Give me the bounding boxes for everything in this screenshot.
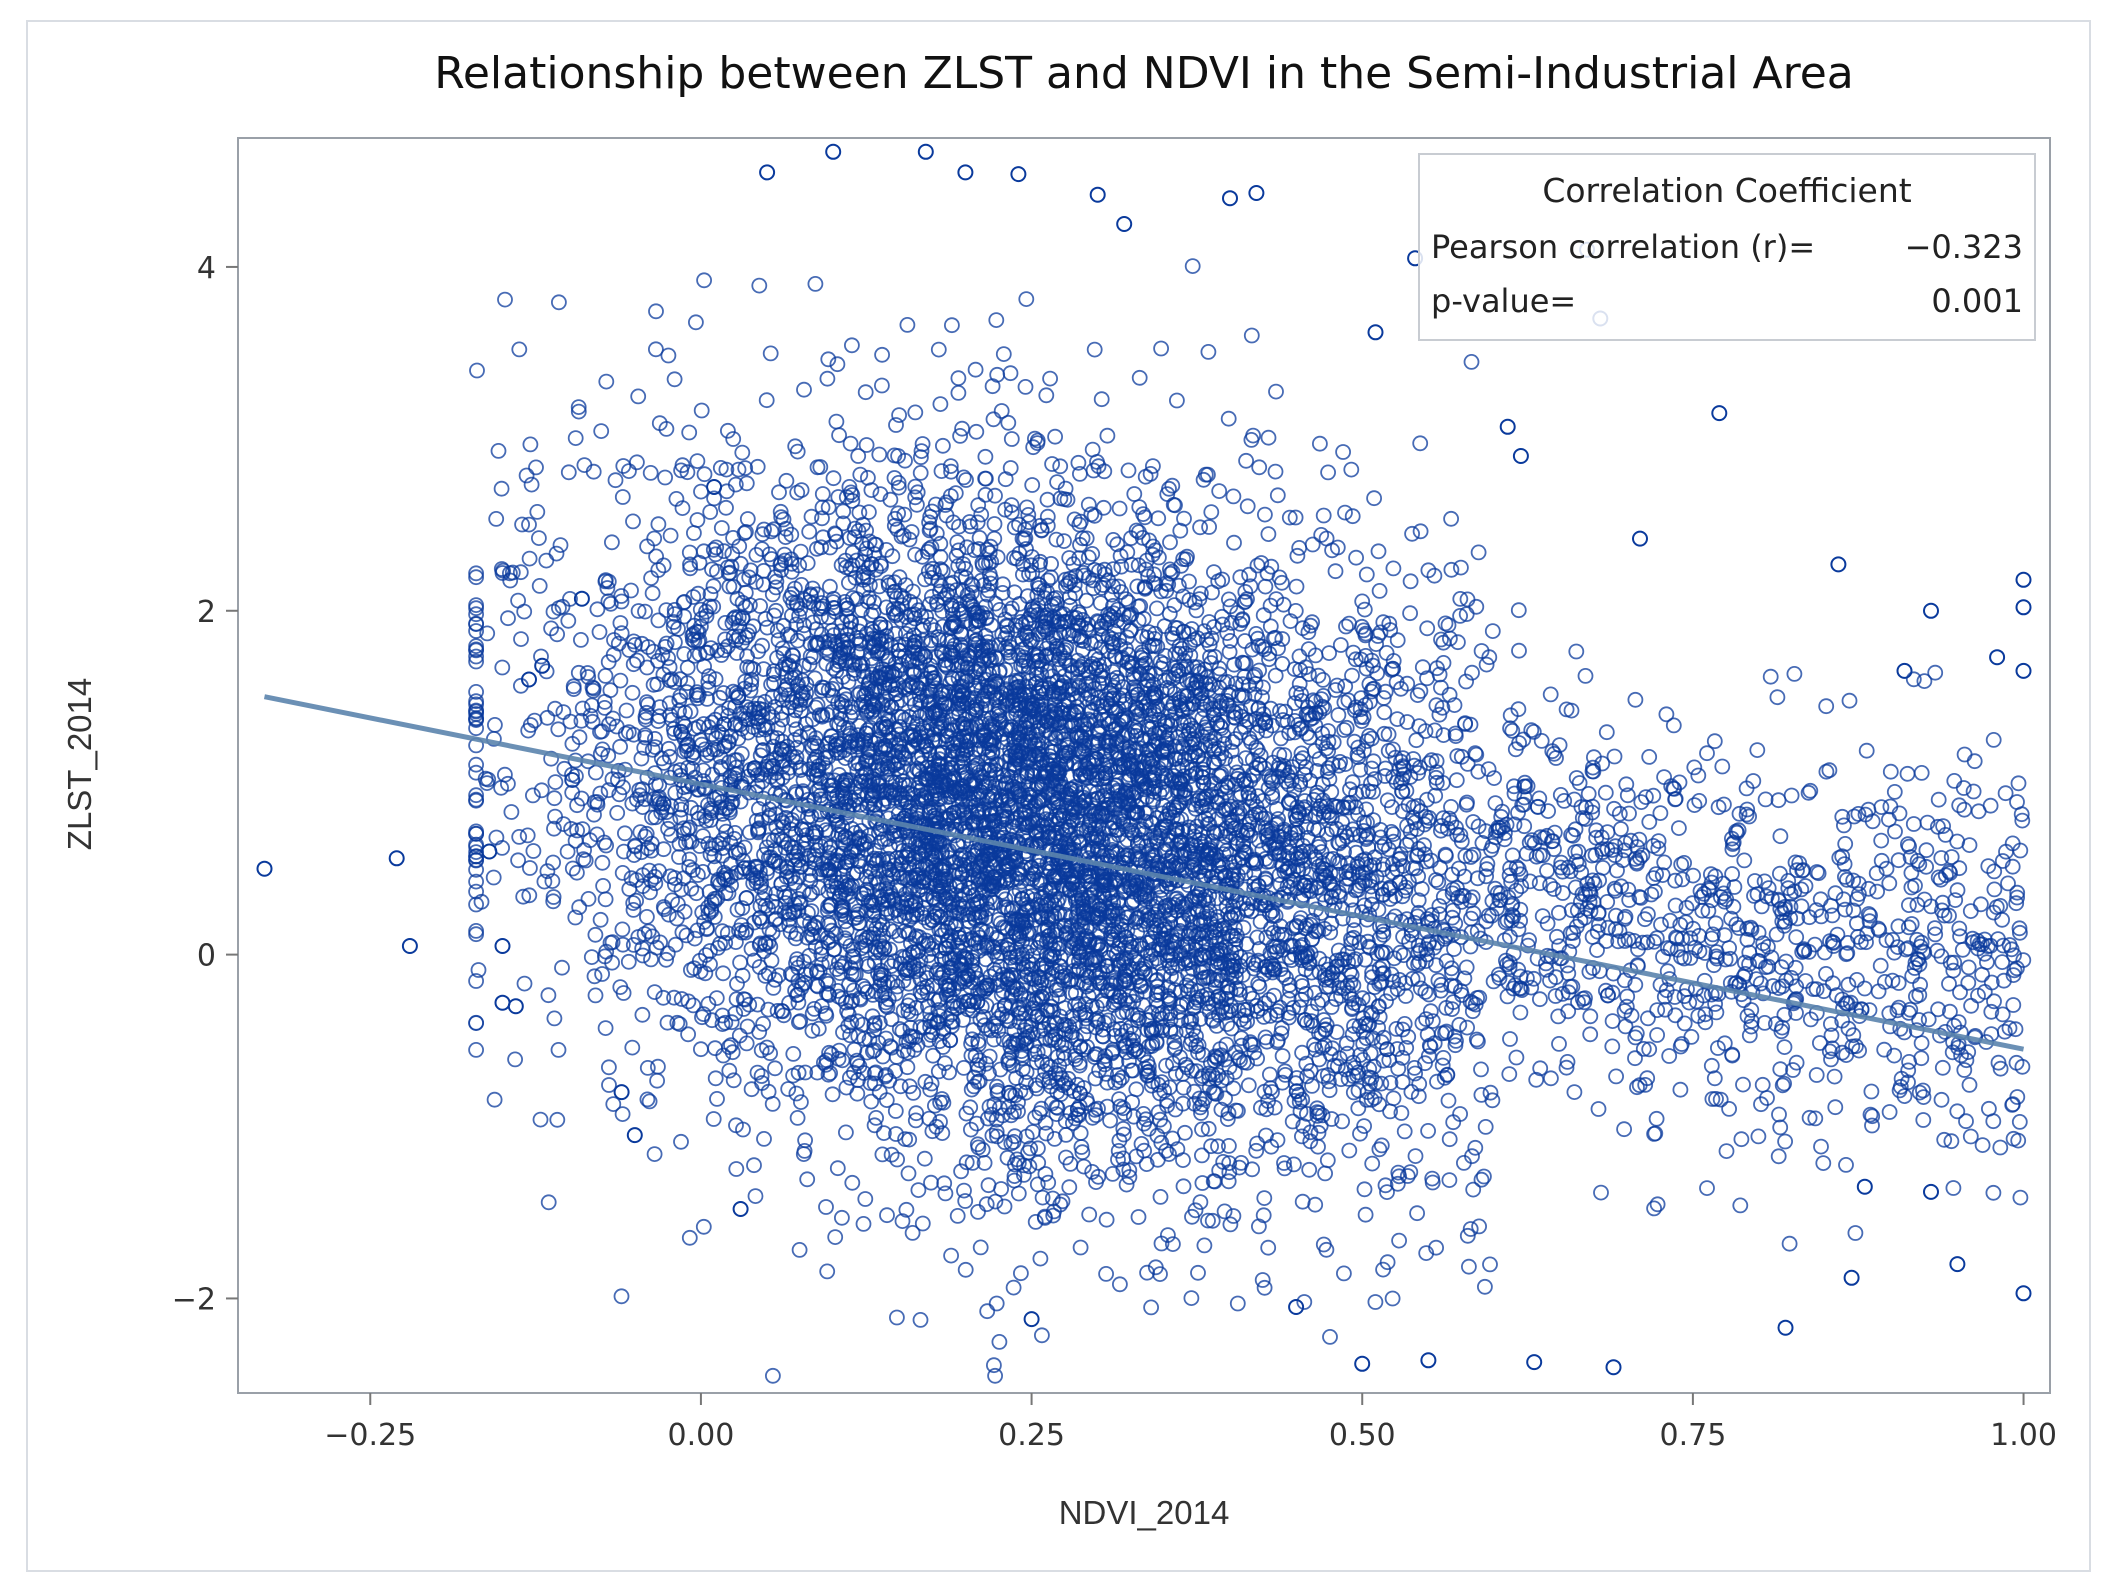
data-point <box>617 825 633 842</box>
data-point <box>1453 559 1469 576</box>
data-point <box>1427 787 1444 804</box>
data-point <box>1323 1111 1340 1127</box>
data-point <box>468 1042 485 1058</box>
data-point <box>922 1081 939 1098</box>
data-point <box>1476 1168 1492 1185</box>
data-point <box>1649 1196 1666 1213</box>
data-point <box>1479 856 1496 872</box>
data-point <box>850 448 867 464</box>
chart-title: Relationship between ZLST and NDVI in th… <box>434 48 1854 99</box>
data-point <box>1749 742 1766 758</box>
data-point <box>564 860 581 877</box>
data-point <box>1232 569 1249 586</box>
data-point <box>1145 458 1161 475</box>
data-point <box>923 1075 940 1092</box>
data-point <box>825 470 842 487</box>
data-point <box>705 578 722 595</box>
data-point <box>835 503 852 520</box>
data-point <box>1344 508 1361 525</box>
data-point <box>1952 984 1968 1001</box>
data-point <box>1837 901 1853 918</box>
data-point <box>1221 591 1237 608</box>
data-point <box>2012 924 2028 941</box>
data-point <box>1284 1113 1301 1130</box>
data-point <box>1465 814 1482 830</box>
data-point <box>1532 991 1548 1008</box>
data-point <box>793 577 810 593</box>
data-point <box>1084 1109 1101 1126</box>
data-point <box>814 499 831 516</box>
data-point <box>1706 733 1723 750</box>
data-point <box>544 873 561 889</box>
data-point <box>1457 848 1474 864</box>
data-point <box>1362 1076 1378 1092</box>
data-point <box>1801 1109 1818 1126</box>
data-point <box>1647 883 1663 900</box>
data-point <box>904 1225 921 1241</box>
data-point <box>1465 846 1482 863</box>
data-point <box>1511 642 1527 659</box>
data-point <box>533 782 550 799</box>
data-point <box>1721 1101 1737 1117</box>
data-points <box>256 143 2032 1384</box>
data-point <box>1421 755 1437 772</box>
data-point <box>1652 805 1669 821</box>
data-point <box>1182 636 1198 653</box>
data-point <box>1920 1011 1937 1028</box>
data-point <box>1949 882 1966 899</box>
data-point <box>1436 1069 1453 1086</box>
data-point <box>2009 884 2026 901</box>
data-point <box>858 437 875 453</box>
data-point <box>1643 886 1660 903</box>
data-point <box>1521 932 1537 948</box>
data-point <box>1274 631 1291 647</box>
data-point <box>1750 924 1767 941</box>
data-point <box>621 463 637 480</box>
data-point <box>1621 892 1638 908</box>
data-point <box>550 721 567 738</box>
data-point <box>2011 920 2028 937</box>
data-point <box>1338 618 1354 635</box>
data-point <box>500 610 516 627</box>
data-point <box>1637 1077 1654 1093</box>
data-point <box>1047 428 1063 445</box>
data-point <box>1152 1189 1169 1205</box>
data-point <box>1371 1009 1388 1025</box>
chart-frame: Relationship between ZLST and NDVI in th… <box>26 20 2091 1572</box>
data-point <box>1604 1038 1621 1055</box>
data-point <box>949 1208 966 1224</box>
scatter-chart: Relationship between ZLST and NDVI in th… <box>61 48 2057 1531</box>
data-point <box>981 1098 998 1115</box>
data-point <box>953 1163 969 1180</box>
data-point <box>468 787 485 804</box>
data-point <box>1762 668 1779 685</box>
data-point <box>886 470 903 486</box>
data-point <box>1716 893 1733 910</box>
data-point <box>559 843 576 860</box>
data-point <box>1367 1294 1384 1310</box>
data-point <box>1419 620 1436 637</box>
data-point <box>1873 832 1890 849</box>
data-point <box>1404 525 1420 542</box>
data-point <box>666 989 682 1006</box>
data-point <box>775 511 792 528</box>
data-point <box>1312 435 1328 452</box>
data-point <box>1974 1137 1991 1153</box>
data-point <box>987 1193 1004 1210</box>
data-point <box>888 417 904 433</box>
data-point <box>1301 1161 1318 1178</box>
data-point <box>1478 656 1495 673</box>
data-point <box>612 615 629 631</box>
data-point <box>626 847 642 863</box>
data-point <box>1707 915 1724 932</box>
data-point <box>703 840 720 857</box>
data-point <box>1113 558 1130 575</box>
data-point <box>1699 745 1715 762</box>
data-point <box>1384 1290 1401 1307</box>
data-point <box>1566 1084 1583 1100</box>
data-point <box>1906 960 1923 976</box>
data-point <box>1649 1002 1666 1018</box>
data-point <box>1341 1142 1358 1159</box>
